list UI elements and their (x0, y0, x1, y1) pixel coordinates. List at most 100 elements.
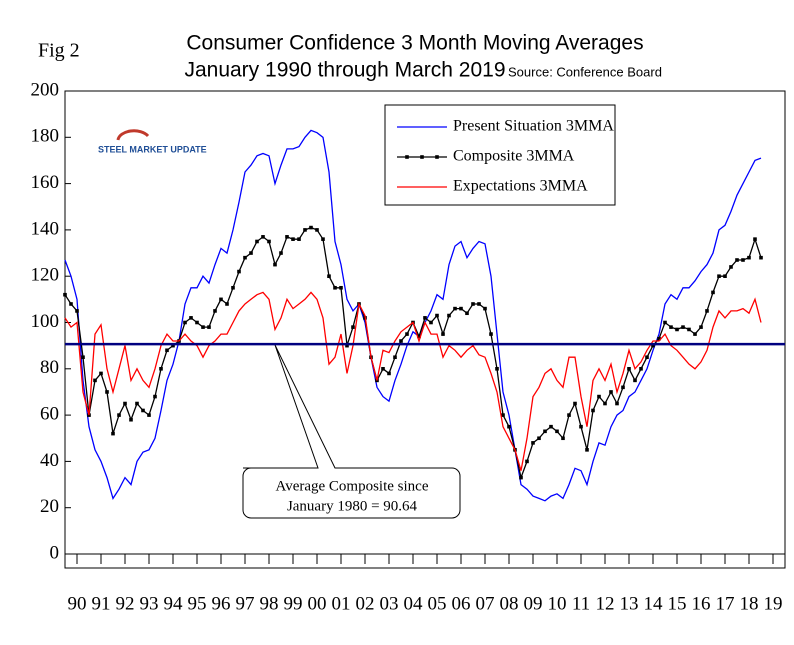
series-marker (729, 265, 733, 269)
series-marker (201, 325, 205, 329)
x-tick-label: 16 (692, 593, 711, 614)
series-marker (207, 325, 211, 329)
series-marker (315, 228, 319, 232)
series-marker (507, 424, 511, 429)
series-marker (705, 309, 709, 313)
series-marker (693, 332, 697, 336)
series-marker (591, 408, 595, 413)
series-marker (105, 390, 109, 394)
series-marker (717, 274, 721, 278)
series-marker (111, 431, 115, 436)
x-tick-label: 07 (476, 593, 495, 614)
x-tick-label: 15 (668, 593, 687, 614)
series-marker (129, 417, 133, 422)
legend-label: Composite 3MMA (453, 148, 575, 165)
series-marker (561, 436, 565, 441)
series-marker (531, 441, 535, 445)
x-tick-label: 90 (68, 593, 87, 614)
series-marker (741, 258, 745, 262)
series-marker (579, 424, 583, 429)
x-tick-label: 05 (428, 593, 447, 614)
series-marker (183, 320, 187, 325)
series-marker (441, 332, 445, 336)
series-marker (471, 302, 475, 306)
series-marker (501, 413, 505, 417)
series-marker (327, 274, 331, 278)
y-tick-label: 40 (40, 450, 59, 471)
series-marker (195, 320, 199, 325)
series-marker (609, 390, 613, 394)
series-marker (669, 325, 673, 329)
x-tick-label: 19 (764, 593, 783, 614)
x-tick-label: 12 (596, 593, 615, 614)
series-marker (567, 413, 571, 417)
series-marker (381, 367, 385, 371)
series-marker (351, 325, 355, 329)
series-marker (615, 401, 619, 406)
x-tick-label: 99 (284, 593, 303, 614)
y-tick-label: 20 (40, 496, 59, 517)
series-marker (279, 251, 283, 255)
annotation-text: January 1980 = 90.64 (287, 498, 418, 514)
x-tick-label: 96 (212, 593, 231, 614)
x-tick-label: 10 (548, 593, 567, 614)
series-marker (117, 413, 121, 417)
x-tick-label: 02 (356, 593, 375, 614)
figure-label: Fig 2 (38, 40, 80, 62)
x-tick-label: 04 (404, 593, 424, 614)
series-marker (645, 355, 649, 360)
x-tick-label: 09 (524, 593, 543, 614)
y-tick-label: 140 (31, 218, 60, 239)
series-marker (687, 327, 691, 332)
series-marker (273, 262, 277, 267)
x-tick-label: 91 (92, 593, 111, 614)
series-marker (621, 385, 625, 390)
series-marker (333, 285, 337, 290)
series-marker (753, 237, 757, 241)
x-tick-label: 95 (188, 593, 207, 614)
series-marker (285, 235, 289, 239)
series-marker (81, 355, 85, 360)
series-marker (711, 290, 715, 295)
series-marker (243, 255, 247, 260)
series-marker (63, 292, 67, 297)
x-tick-label: 93 (140, 593, 159, 614)
series-marker (519, 475, 523, 480)
series-marker (165, 348, 169, 353)
series-marker (447, 313, 451, 318)
y-tick-label: 60 (40, 403, 59, 424)
series-marker (759, 255, 763, 260)
series-marker (747, 255, 751, 260)
series-marker (555, 429, 559, 434)
series-marker (663, 320, 667, 325)
legend-marker (435, 155, 439, 159)
series-marker (345, 343, 349, 348)
y-tick-label: 80 (40, 357, 59, 378)
series-marker (219, 297, 223, 302)
source-note: Source: Conference Board (508, 64, 662, 79)
series-marker (465, 311, 469, 316)
series-marker (423, 316, 427, 320)
series-marker (585, 448, 589, 452)
series-marker (255, 239, 259, 244)
x-tick-label: 17 (716, 593, 735, 614)
series-marker (657, 336, 661, 341)
plot-frame (64, 90, 786, 569)
chart-title: Consumer Confidence 3 Month Moving Avera… (186, 32, 643, 55)
series-marker (549, 424, 553, 429)
x-tick-label: 94 (164, 593, 184, 614)
series-marker (489, 332, 493, 336)
series-marker (603, 401, 607, 406)
legend-label: Present Situation 3MMA (453, 118, 614, 135)
x-tick-label: 13 (620, 593, 639, 614)
legend-marker (420, 155, 424, 159)
series-marker (639, 367, 643, 371)
series-marker (627, 367, 631, 371)
series-marker (435, 313, 439, 318)
logo-swoosh (116, 129, 150, 141)
x-tick-label: 01 (332, 593, 351, 614)
x-tick-label: 98 (260, 593, 279, 614)
logo: STEEL MARKET UPDATE (98, 129, 207, 154)
